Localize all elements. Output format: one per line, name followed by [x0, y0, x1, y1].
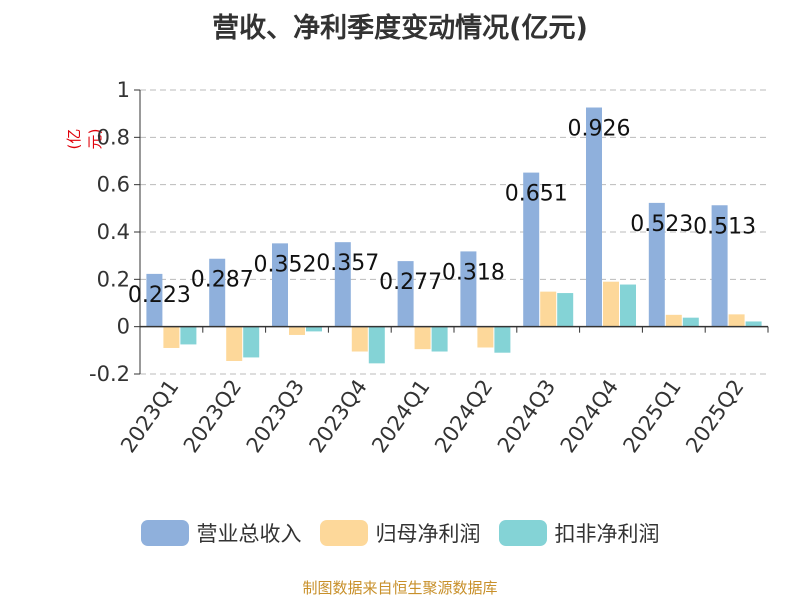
data-label-revenue: 0.287 [191, 268, 254, 293]
x-tick-label: 2023Q3 [242, 375, 309, 457]
data-label-revenue: 0.513 [693, 214, 756, 239]
bar-net-profit [163, 326, 180, 348]
bar-revenue [711, 205, 728, 327]
bar-net-profit [351, 326, 368, 352]
y-tick-label: 0.8 [97, 125, 130, 149]
legend-label-net-profit: 归母净利润 [375, 522, 481, 546]
data-label-revenue: 0.357 [316, 251, 379, 276]
bar-revenue [460, 251, 477, 327]
x-tick-label: 2024Q2 [430, 375, 497, 457]
bar-deducted-net-profit [494, 326, 511, 353]
bar-revenue [334, 242, 351, 327]
y-tick-label: -0.2 [89, 362, 130, 386]
bar-net-profit [665, 314, 682, 327]
data-label-revenue: 0.277 [379, 270, 442, 295]
y-tick-label: 1 [117, 78, 130, 102]
x-tick-label: 2025Q1 [618, 375, 685, 457]
x-tick-label: 2023Q1 [116, 375, 183, 457]
x-tick-label: 2025Q2 [681, 375, 748, 457]
y-tick-label: 0 [117, 315, 130, 339]
legend-label-deducted-net-profit: 扣非净利润 [554, 522, 660, 546]
y-tick-label: 0.4 [97, 220, 130, 244]
bar-net-profit [226, 326, 243, 361]
data-label-revenue: 0.523 [630, 212, 693, 237]
bar-revenue [272, 243, 288, 327]
bar-deducted-net-profit [682, 317, 699, 327]
bar-deducted-net-profit [180, 326, 197, 345]
bar-deducted-net-profit [431, 326, 448, 352]
x-tick-label: 2023Q4 [304, 375, 371, 457]
x-tick-label: 2024Q4 [556, 375, 623, 457]
legend-swatch-net-profit [319, 520, 368, 546]
bar-deducted-net-profit [620, 284, 636, 327]
bar-net-profit [540, 291, 557, 327]
source-note: 制图数据来自恒生聚源数据库 [302, 579, 498, 597]
bar-deducted-net-profit [306, 326, 322, 332]
data-label-revenue: 0.926 [568, 117, 631, 142]
data-label-revenue: 0.651 [505, 182, 568, 207]
legend: 营业总收入 归母净利润 扣非净利润 [0, 518, 800, 548]
data-label-revenue: 0.352 [254, 252, 317, 277]
bar-deducted-net-profit [368, 326, 385, 364]
chart-title: 营收、净利季度变动情况(亿元) [212, 13, 588, 44]
bar-deducted-net-profit [745, 321, 762, 327]
legend-swatch-deducted-net-profit [498, 520, 547, 546]
legend-swatch-revenue [140, 520, 189, 546]
bar-revenue [523, 172, 540, 327]
y-tick-label: 0.2 [97, 267, 130, 291]
legend-item-revenue[interactable]: 营业总收入 [140, 518, 302, 548]
legend-item-deducted-net-profit[interactable]: 扣非净利润 [498, 518, 660, 548]
x-tick-label: 2024Q1 [367, 375, 434, 457]
data-label-revenue: 0.223 [128, 283, 191, 308]
bar-revenue [648, 202, 665, 327]
legend-label-revenue: 营业总收入 [196, 522, 302, 546]
bar-net-profit [728, 314, 745, 327]
bar-revenue [397, 261, 414, 327]
bar-net-profit [477, 326, 494, 348]
bar-deducted-net-profit [243, 326, 260, 358]
legend-item-net-profit[interactable]: 归母净利润 [319, 518, 481, 548]
data-label-revenue: 0.318 [442, 260, 505, 285]
x-tick-label: 2024Q3 [493, 375, 560, 457]
bar-revenue [146, 273, 163, 327]
bar-net-profit [414, 326, 431, 350]
bar-deducted-net-profit [557, 293, 574, 327]
bar-revenue [209, 258, 226, 327]
y-tick-label: 0.6 [97, 173, 130, 197]
x-tick-label: 2023Q2 [179, 375, 246, 457]
bar-net-profit [603, 281, 619, 327]
bar-revenue [586, 107, 602, 327]
bar-net-profit [289, 326, 305, 335]
